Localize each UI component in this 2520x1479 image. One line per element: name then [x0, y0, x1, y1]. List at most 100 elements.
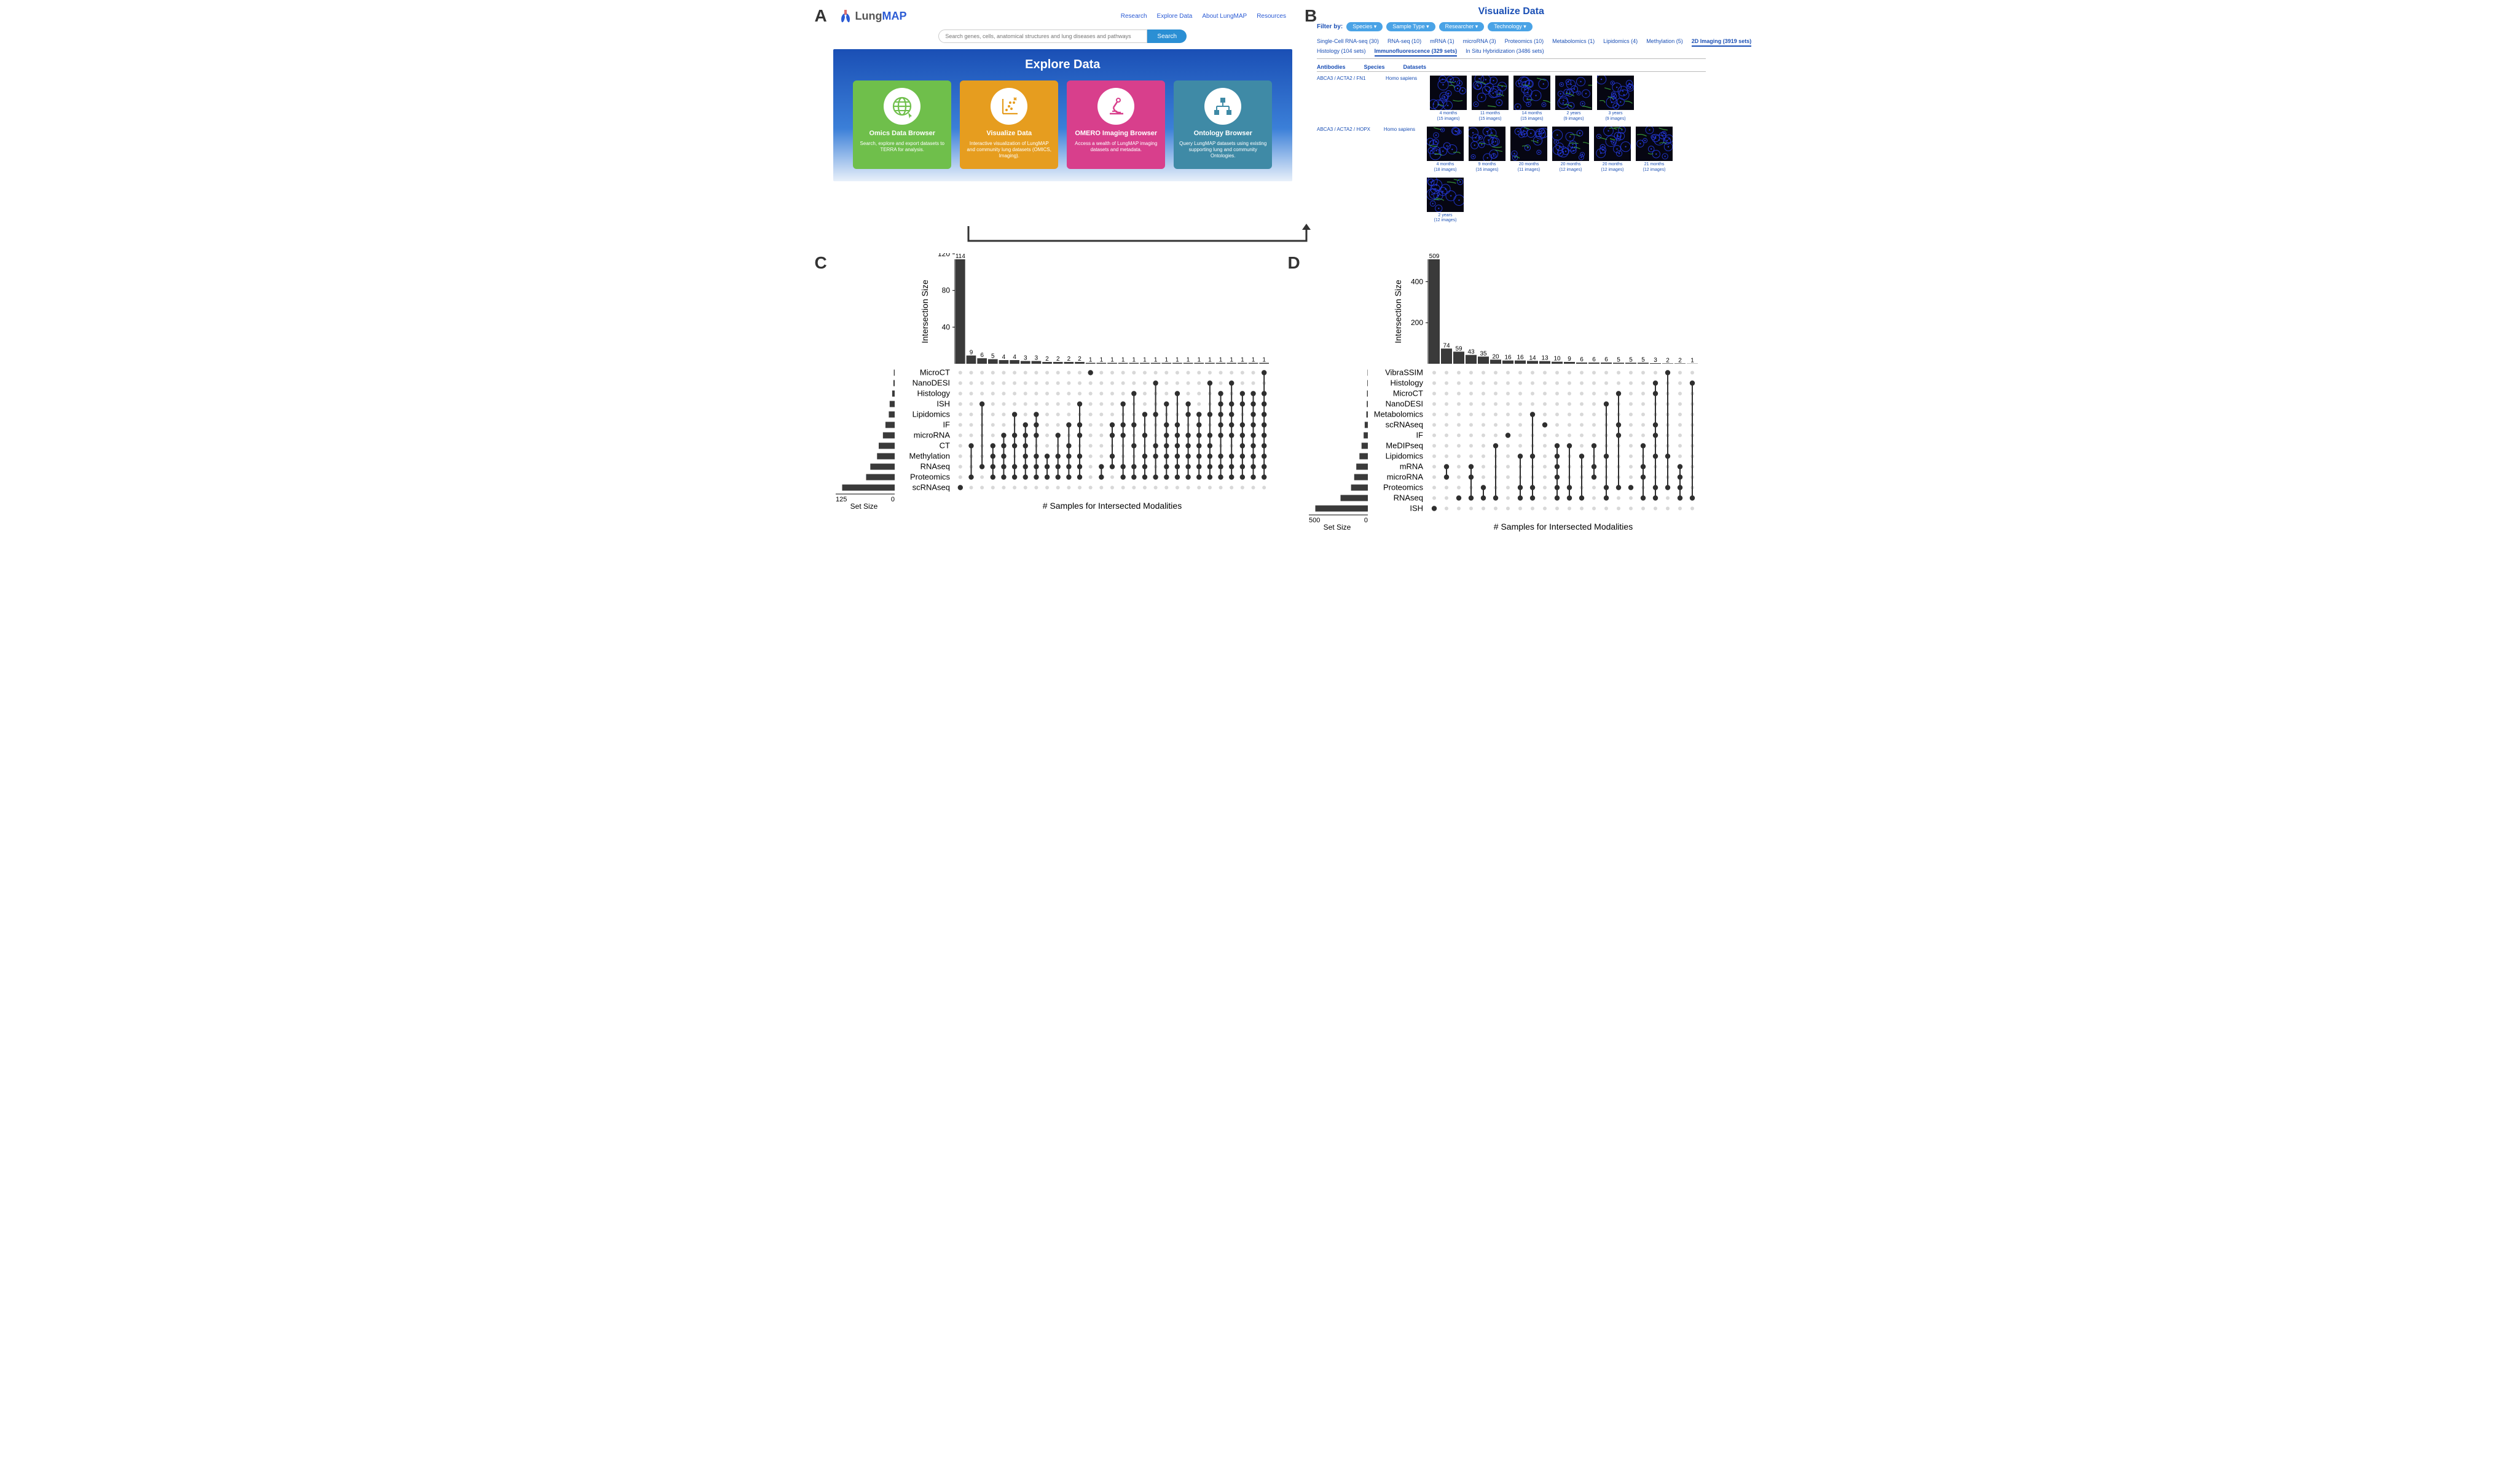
scatter-icon — [991, 88, 1027, 125]
svg-text:1: 1 — [1241, 356, 1244, 363]
svg-text:Set Size: Set Size — [1323, 523, 1351, 532]
dataset-thumb[interactable]: 3 years(9 images) — [1597, 76, 1634, 122]
svg-text:4: 4 — [1013, 354, 1016, 361]
svg-text:1: 1 — [1251, 356, 1255, 363]
filter-pill[interactable]: Sample Type ▾ — [1386, 22, 1435, 31]
svg-text:200: 200 — [1410, 318, 1423, 327]
modality-tabs: Single-Cell RNA-seq (30) RNA-seq (10) mRNA… — [1317, 36, 1706, 59]
svg-text:MeDIPseq: MeDIPseq — [1386, 441, 1423, 450]
dataset-thumb[interactable]: 20 months(12 images) — [1552, 127, 1589, 173]
dataset-thumb[interactable]: 20 months(12 images) — [1594, 127, 1631, 173]
explore-card[interactable]: Visualize DataInteractive visualization … — [960, 80, 1058, 169]
svg-text:Lipidomics: Lipidomics — [1385, 451, 1423, 460]
svg-text:400: 400 — [1410, 277, 1423, 286]
panel-b: B Visualize Data Filter by: Species ▾Sam… — [1305, 6, 1706, 229]
dataset-thumb[interactable]: 2 years(12 images) — [1427, 178, 1464, 224]
dataset-thumb[interactable]: 21 months(12 images) — [1636, 127, 1673, 173]
modality-tab[interactable]: microRNA (3) — [1463, 38, 1496, 44]
modality-tab[interactable]: Metabolomics (1) — [1552, 38, 1595, 44]
logo-map: MAP — [882, 10, 906, 22]
svg-text:scRNAseq: scRNAseq — [1385, 420, 1423, 429]
search-input[interactable] — [938, 29, 1147, 43]
explore-card[interactable]: OMERO Imaging BrowserAccess a wealth of … — [1067, 80, 1165, 169]
nav-link[interactable]: About LungMAP — [1202, 13, 1247, 20]
svg-text:Lipidomics: Lipidomics — [912, 409, 950, 418]
svg-text:40: 40 — [941, 323, 950, 331]
modality-tab[interactable]: Methylation (5) — [1646, 38, 1683, 44]
column-header: Antibodies — [1317, 64, 1346, 70]
svg-text:9: 9 — [969, 349, 973, 356]
thumb-caption: 9 months(16 images) — [1469, 162, 1505, 173]
modality-tab[interactable]: 2D Imaging (3919 sets) — [1692, 38, 1752, 47]
dataset-thumb[interactable]: 14 months(15 images) — [1513, 76, 1550, 122]
svg-text:1: 1 — [1219, 356, 1222, 363]
svg-text:scRNAseq: scRNAseq — [912, 482, 949, 492]
modality-subtab[interactable]: In Situ Hybridization (3486 sets) — [1466, 48, 1544, 54]
globe-icon — [884, 88, 920, 125]
nav-link[interactable]: Explore Data — [1157, 13, 1193, 20]
panel-label-b: B — [1305, 6, 1317, 26]
svg-text:microRNA: microRNA — [913, 430, 950, 439]
explore-card[interactable]: Omics Data BrowserSearch, explore and ex… — [853, 80, 951, 169]
panel-label-a: A — [815, 6, 827, 26]
upset-plot-d: 200400Intersection Size50974594335201616… — [1306, 253, 1712, 532]
svg-text:RNAseq: RNAseq — [920, 461, 949, 471]
modality-subtab[interactable]: Immunofluorescence (329 sets) — [1375, 48, 1458, 57]
modality-tab[interactable]: Proteomics (10) — [1505, 38, 1544, 44]
svg-text:500: 500 — [1309, 517, 1320, 524]
svg-text:CT: CT — [939, 441, 949, 450]
dataset-rows: ABCA3 / ACTA2 / FN1 Homo sapiens 4 months(… — [1317, 76, 1706, 223]
svg-text:2: 2 — [1078, 356, 1081, 363]
antibody-label: ABCA3 / ACTA2 / FN1 — [1317, 76, 1378, 81]
explore-card[interactable]: Ontology Browser Query LungMAP datasets u… — [1174, 80, 1272, 169]
dataset-thumb[interactable]: 20 months(11 images) — [1510, 127, 1547, 173]
thumb-caption: 11 months(15 images) — [1472, 111, 1509, 122]
svg-text:microRNA: microRNA — [1386, 472, 1423, 481]
if-image — [1427, 127, 1464, 161]
thumb-caption: 4 months(18 images) — [1427, 162, 1464, 173]
nav-link[interactable]: Resources — [1257, 13, 1286, 20]
svg-text:10: 10 — [1553, 355, 1561, 362]
if-image — [1472, 76, 1509, 110]
dataset-thumb[interactable]: 9 months(16 images) — [1469, 127, 1505, 173]
if-image — [1555, 76, 1592, 110]
dataset-thumb[interactable]: 4 months(15 images) — [1430, 76, 1467, 122]
svg-text:120: 120 — [937, 253, 949, 258]
card-desc: Access a wealth of LungMAP imaging datas… — [1072, 141, 1160, 153]
svg-text:4: 4 — [1002, 354, 1005, 361]
search-button[interactable]: Search — [1147, 29, 1187, 43]
card-title: Ontology Browser — [1179, 130, 1267, 137]
svg-text:Histology: Histology — [1390, 378, 1423, 387]
filter-pill[interactable]: Researcher ▾ — [1439, 22, 1485, 31]
top-nav: Research Explore Data About LungMAP Resourc… — [1121, 13, 1286, 20]
if-image — [1510, 127, 1547, 161]
modality-tab[interactable]: Lipidomics (4) — [1603, 38, 1638, 44]
modality-tab[interactable]: Single-Cell RNA-seq (30) — [1317, 38, 1379, 44]
svg-text:3: 3 — [1023, 355, 1027, 361]
modality-subtab[interactable]: Histology (104 sets) — [1317, 48, 1366, 54]
svg-text:1: 1 — [1176, 356, 1179, 363]
svg-text:35: 35 — [1480, 350, 1487, 357]
dataset-row: ABCA3 / ACTA2 / FN1 Homo sapiens 4 months(… — [1317, 76, 1706, 122]
modality-tab[interactable]: RNA-seq (10) — [1388, 38, 1421, 44]
filter-pill[interactable]: Species ▾ — [1346, 22, 1383, 31]
filter-pill[interactable]: Technology ▾ — [1488, 22, 1533, 31]
dataset-thumb[interactable]: 2 years(9 images) — [1555, 76, 1592, 122]
if-image — [1427, 178, 1464, 212]
svg-text:1: 1 — [1153, 356, 1157, 363]
svg-text:Methylation: Methylation — [909, 451, 949, 460]
species-label: Homo sapiens — [1386, 76, 1423, 81]
svg-text:9: 9 — [1568, 356, 1571, 363]
card-desc: Query LungMAP datasets using existing su… — [1179, 141, 1267, 159]
svg-text:1: 1 — [1208, 356, 1212, 363]
panel-label-d: D — [1288, 253, 1300, 273]
if-image — [1636, 127, 1673, 161]
modality-tab[interactable]: mRNA (1) — [1430, 38, 1454, 44]
nav-link[interactable]: Research — [1121, 13, 1147, 20]
dataset-thumb[interactable]: 4 months(18 images) — [1427, 127, 1464, 173]
svg-text:13: 13 — [1541, 355, 1549, 361]
dataset-thumb[interactable]: 11 months(15 images) — [1472, 76, 1509, 122]
svg-text:6: 6 — [980, 352, 984, 359]
svg-text:NanoDESI: NanoDESI — [1385, 399, 1423, 408]
thumb-caption: 2 years(9 images) — [1555, 111, 1592, 122]
